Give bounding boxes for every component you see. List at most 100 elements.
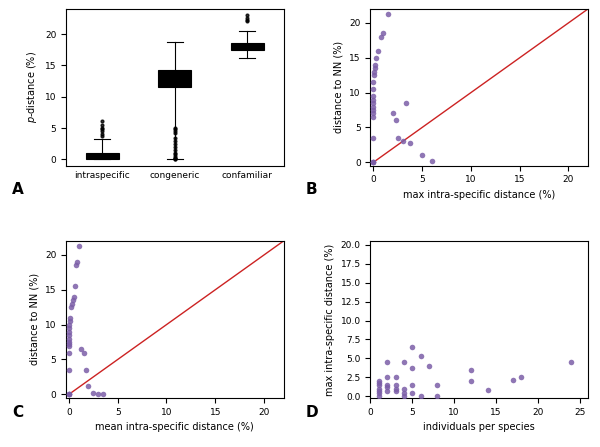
Point [368, 93, 378, 100]
Point [64, 325, 74, 332]
Point [433, 381, 442, 388]
Point [368, 159, 378, 166]
Point [64, 367, 74, 374]
Point [67, 300, 77, 308]
Point [433, 392, 442, 399]
Point [391, 385, 400, 392]
Point [388, 110, 398, 117]
Point [391, 388, 400, 395]
Point [64, 335, 74, 342]
PathPatch shape [86, 152, 119, 160]
Point [407, 343, 417, 350]
Point [374, 379, 383, 386]
Point [368, 159, 378, 166]
Point [382, 358, 392, 366]
Point [64, 341, 74, 348]
Point [374, 389, 383, 396]
Text: A: A [12, 181, 24, 197]
Point [79, 349, 88, 356]
Point [368, 79, 378, 86]
Point [89, 389, 98, 396]
Point [368, 114, 378, 121]
Point [418, 152, 427, 159]
Point [466, 366, 476, 373]
Point [382, 374, 392, 381]
Point [64, 332, 74, 339]
Y-axis label: $p$-distance (%): $p$-distance (%) [25, 51, 39, 123]
Point [65, 321, 74, 328]
Point [427, 157, 437, 164]
Point [64, 391, 74, 398]
Point [71, 262, 80, 269]
Point [379, 30, 388, 37]
Point [399, 385, 409, 392]
Point [566, 358, 576, 366]
PathPatch shape [158, 70, 191, 87]
Y-axis label: max intra-specific distance (%): max intra-specific distance (%) [325, 243, 335, 396]
X-axis label: mean intra-specific distance (%): mean intra-specific distance (%) [95, 422, 254, 432]
Point [371, 54, 381, 61]
Point [424, 363, 434, 370]
Point [74, 242, 83, 249]
Point [66, 304, 76, 311]
Point [368, 134, 378, 141]
Point [416, 353, 425, 360]
Point [483, 387, 493, 394]
Point [516, 374, 526, 381]
Point [407, 364, 417, 371]
Point [376, 33, 386, 40]
Point [68, 297, 77, 304]
Point [391, 374, 400, 381]
Point [370, 68, 379, 75]
Point [374, 381, 383, 388]
Point [399, 392, 409, 399]
Point [407, 381, 417, 388]
Point [374, 378, 383, 385]
Point [64, 338, 74, 346]
Point [368, 96, 378, 103]
Point [383, 10, 393, 17]
Point [399, 389, 409, 396]
Point [382, 381, 392, 388]
PathPatch shape [231, 43, 263, 50]
Point [382, 384, 392, 391]
Point [368, 106, 378, 114]
Point [374, 392, 383, 399]
Point [406, 139, 415, 146]
Point [401, 99, 410, 106]
Point [98, 391, 108, 398]
Point [69, 293, 79, 300]
Point [370, 65, 380, 72]
Point [374, 385, 383, 392]
Point [393, 134, 403, 141]
Point [368, 99, 378, 106]
Point [399, 358, 409, 366]
Point [368, 85, 378, 93]
Text: C: C [12, 405, 23, 420]
Point [368, 110, 378, 117]
Point [64, 349, 74, 356]
Point [65, 314, 75, 321]
Point [398, 138, 407, 145]
Text: B: B [306, 181, 317, 197]
Point [76, 346, 85, 353]
Point [391, 381, 400, 388]
Point [374, 388, 383, 395]
Point [371, 61, 380, 68]
Point [466, 378, 476, 385]
Point [94, 391, 103, 398]
Point [508, 376, 518, 383]
Point [64, 342, 74, 349]
Point [368, 159, 378, 166]
X-axis label: individuals per species: individuals per species [424, 422, 535, 432]
Point [64, 391, 74, 398]
Point [65, 317, 75, 325]
Point [368, 103, 378, 110]
Text: D: D [306, 405, 319, 420]
Point [72, 258, 82, 266]
Point [416, 392, 425, 399]
Point [407, 389, 417, 396]
Point [64, 328, 74, 335]
Point [369, 72, 379, 79]
Point [83, 382, 93, 389]
